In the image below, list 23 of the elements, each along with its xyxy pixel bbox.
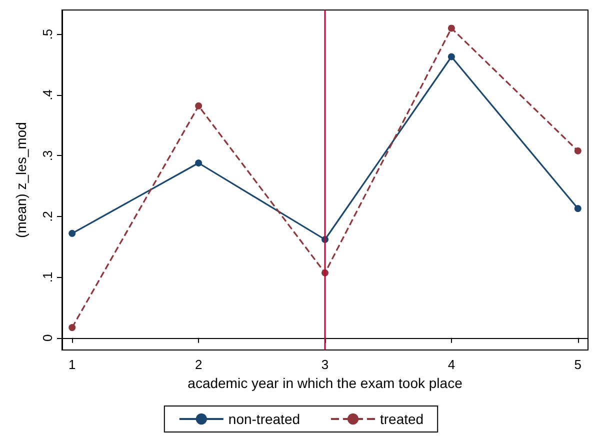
point [574,147,582,154]
y-tick-label: .5 [40,28,55,40]
x-tick-label: 3 [321,357,329,372]
y-tick-label: .4 [40,90,55,100]
point [448,53,455,60]
y-tick-label: .2 [40,211,55,222]
point [574,205,582,212]
legend-label: non-treated [228,411,300,427]
y-tick-label: .3 [40,150,55,162]
point [68,230,76,237]
y-tick-label: 0 [40,334,55,342]
legend-label: treated [380,411,424,427]
y-axis-title: (mean) z_les_mod [13,122,29,238]
x-tick-label: 4 [448,357,456,372]
x-tick-label: 5 [574,357,582,372]
x-axis-title: academic year in which the exam took place [188,374,463,391]
point [195,102,202,110]
point [195,160,202,166]
x-tick-label: 2 [194,357,202,372]
x-tick-label: 1 [68,357,76,372]
point [68,324,76,332]
point [448,24,455,32]
y-tick-label: .1 [40,272,55,283]
